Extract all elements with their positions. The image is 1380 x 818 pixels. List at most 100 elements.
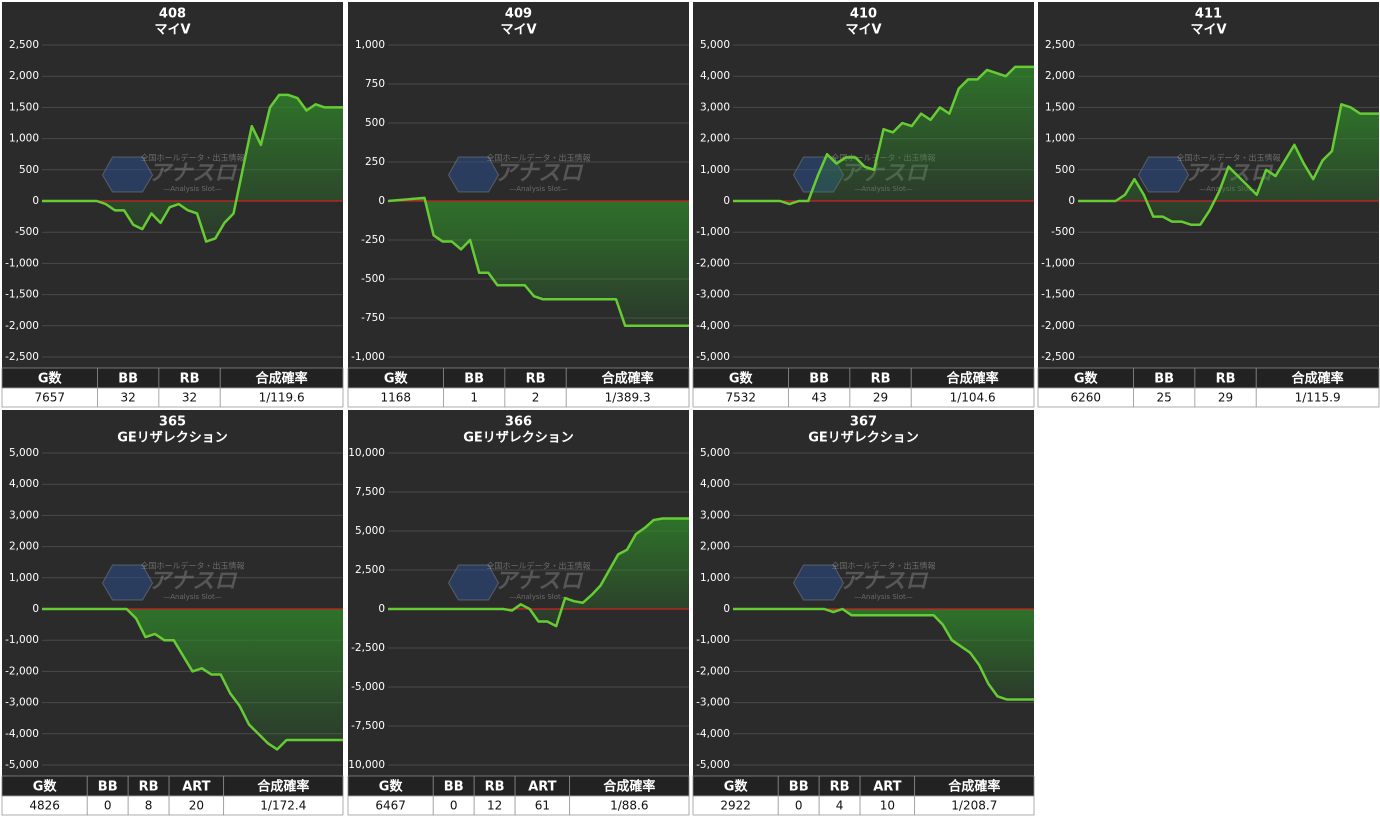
table-value: 1168: [380, 391, 411, 405]
chart-title: 365: [159, 415, 186, 430]
area: [1078, 104, 1379, 225]
y-tick-label: 250: [365, 156, 385, 168]
area: [733, 609, 1034, 700]
watermark-caption: 全国ホールデータ・出玉情報: [141, 561, 245, 571]
y-tick-label: 500: [19, 164, 39, 176]
watermark-tagline: —Analysis Slot—: [509, 593, 567, 601]
y-tick-label: 10,000: [348, 447, 385, 459]
y-tick-label: -5,000: [696, 759, 730, 771]
y-tick-label: -1,500: [1041, 289, 1075, 301]
y-tick-label: -500: [361, 273, 385, 285]
line: [42, 607, 343, 751]
watermark-caption: 全国ホールデータ・出玉情報: [141, 153, 245, 163]
table-value: 2: [532, 391, 540, 405]
y-tick-label: -4,000: [696, 320, 730, 332]
y-tick-label: 0: [378, 603, 385, 615]
table-header: 合成確率: [602, 371, 654, 387]
table-value: 6260: [1070, 391, 1101, 405]
y-tick-label: 4,000: [700, 70, 730, 82]
table-cell: [219, 387, 344, 408]
table-value: 1/88.6: [610, 799, 648, 813]
table-value: 1/115.9: [1295, 391, 1341, 405]
table-cell: [223, 795, 344, 816]
y-tick-label: 1,000: [700, 164, 730, 176]
line: [387, 196, 689, 328]
table-value: 20: [189, 799, 204, 813]
table-header: BB: [118, 372, 138, 387]
table-value: 25: [1157, 391, 1172, 405]
watermark-logo: アナスロ: [840, 569, 930, 594]
y-tick-label: -2,000: [5, 320, 39, 332]
table-value: 12: [487, 799, 502, 813]
y-tick-label: -4,000: [696, 728, 730, 740]
y-tick-label: 750: [365, 78, 385, 90]
table-header: G数: [724, 779, 749, 795]
table-value: 0: [450, 799, 458, 813]
watermark-logo: アナスロ: [495, 161, 585, 186]
table-value: 43: [812, 391, 827, 405]
table-header: RB: [526, 372, 546, 387]
chart-subtitle: GEリザレクション: [463, 431, 574, 446]
table-cell: [569, 795, 690, 816]
y-tick-label: 0: [723, 603, 730, 615]
y-tick-label: -1,000: [696, 226, 730, 238]
y-tick-label: 1,000: [700, 572, 730, 584]
y-tick-label: 0: [1068, 195, 1075, 207]
y-tick-label: 1,500: [9, 101, 39, 113]
chart-subtitle: マイV: [845, 23, 881, 38]
y-tick-label: 5,000: [9, 447, 39, 459]
y-tick-label: -5,000: [696, 351, 730, 363]
chart-title: 408: [159, 7, 186, 22]
table-value: 0: [795, 799, 803, 813]
watermark-icon: [447, 564, 500, 601]
y-tick-label: 1,000: [9, 572, 39, 584]
table-value: 2922: [720, 799, 751, 813]
watermark-logo: アナスロ: [149, 161, 239, 186]
table-header: BB: [809, 372, 829, 387]
y-tick-label: 3,000: [700, 509, 730, 521]
chart-title: 409: [505, 7, 532, 22]
table-header: G数: [379, 779, 404, 795]
line: [733, 607, 1034, 701]
table-header: G数: [38, 371, 63, 387]
y-tick-label: 2,000: [700, 133, 730, 145]
table-header: G数: [33, 779, 58, 795]
chart-title: 410: [850, 7, 877, 22]
watermark-tagline: —Analysis Slot—: [509, 185, 567, 193]
y-tick-label: -250: [361, 234, 385, 246]
panel-background: [693, 410, 1034, 776]
table-value: 0: [104, 799, 112, 813]
y-tick-label: -2,500: [351, 642, 385, 654]
table-value: 4: [836, 799, 844, 813]
table-header: ART: [873, 780, 901, 795]
y-tick-label: 4,000: [9, 478, 39, 490]
table-value: 4826: [29, 799, 60, 813]
table-header: RB: [139, 780, 159, 795]
line: [733, 65, 1034, 206]
chart-title: 367: [850, 415, 877, 430]
table-cell: [565, 387, 690, 408]
y-tick-label: -3,000: [696, 697, 730, 709]
watermark-caption: 全国ホールデータ・出玉情報: [1177, 153, 1281, 163]
area: [388, 518, 689, 627]
table-header: 合成確率: [256, 371, 308, 387]
watermark-caption: 全国ホールデータ・出玉情報: [832, 561, 936, 571]
table-header: G数: [729, 371, 754, 387]
y-tick-label: -2,000: [1041, 320, 1075, 332]
table-header: ART: [528, 780, 556, 795]
y-tick-label: 2,000: [9, 70, 39, 82]
table-value: 32: [182, 391, 197, 405]
y-tick-label: -500: [15, 226, 39, 238]
y-tick-label: -1,000: [351, 351, 385, 363]
y-tick-label: -1,000: [5, 257, 39, 269]
chart-title: 366: [505, 415, 532, 430]
y-tick-label: 1,000: [355, 39, 385, 51]
y-tick-label: -5,000: [351, 681, 385, 693]
line: [388, 517, 689, 628]
y-tick-label: -2,000: [5, 665, 39, 677]
table-header: 合成確率: [603, 779, 655, 795]
table-value: 1/104.6: [950, 391, 996, 405]
table-value: 10: [880, 799, 895, 813]
table-header: RB: [871, 372, 891, 387]
